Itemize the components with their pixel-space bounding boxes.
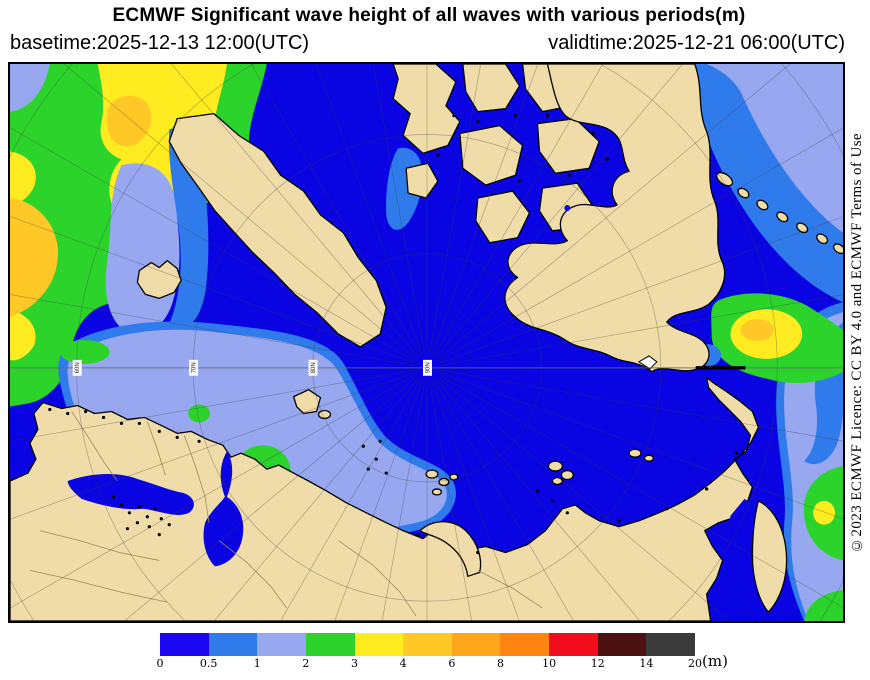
severnaya-zemlya <box>547 460 574 486</box>
legend-band-2-3 <box>305 633 355 656</box>
wave-spot-green-2 <box>188 404 211 423</box>
legend-band-0.5-1 <box>208 633 258 656</box>
legend-colorbar <box>160 633 696 656</box>
wave-region-orange-left <box>10 198 58 318</box>
legend-tick: 14 <box>639 657 654 670</box>
banks-island <box>475 190 531 244</box>
wave-region-okhotsk-green-2 <box>804 590 843 621</box>
novaya-zemlya <box>419 521 482 577</box>
legend-tick: 1 <box>253 657 261 670</box>
wrangel-island <box>638 355 658 370</box>
wave-region-yellow-left-band <box>10 151 36 204</box>
legend-band-1-2 <box>257 633 306 656</box>
wave-region-orange-top <box>106 95 152 147</box>
landmasses <box>10 64 843 621</box>
kamchatka-peninsula <box>751 500 788 613</box>
lake-2 <box>595 197 603 205</box>
legend-tick: 12 <box>590 657 605 670</box>
svg-text:70N: 70N <box>192 362 198 373</box>
basetime-label: basetime:2025-12-13 12:00(UTC) <box>10 32 310 54</box>
new-siberian-islands <box>628 448 655 462</box>
page-title: ECMWF Significant wave height of all wav… <box>112 5 746 26</box>
wave-spot-green-1 <box>59 340 110 364</box>
iceland-landmass <box>136 259 182 299</box>
legend-tick: 3 <box>351 657 359 670</box>
wave-height-legend: 0 0.5 1 2 3 4 6 8 10 12 14 20 (m) <box>0 630 870 675</box>
north-america-landmass <box>504 64 726 373</box>
copyright-text: ©2023 ECMWF Licence: CC BY 4.0 and ECMWF… <box>849 132 865 553</box>
legend-band-3-4 <box>354 633 404 656</box>
eurasia-landmass <box>10 377 760 621</box>
aleutian-islands <box>716 171 843 255</box>
latitude-label-box: 70N <box>189 359 199 376</box>
franz-josef-land <box>425 469 459 496</box>
time-row: basetime:2025-12-13 12:00(UTC) validtime… <box>0 32 870 58</box>
baltic-sea <box>67 473 194 515</box>
svg-text:80N: 80N <box>311 362 317 373</box>
svalbard <box>292 389 322 415</box>
svg-text:60N: 60N <box>75 362 81 373</box>
legend-band-0-0.5 <box>160 633 209 656</box>
arctic-wave-map: 60N 70N 80N 90N <box>8 62 845 623</box>
latitude-label-box: 80N <box>308 359 318 376</box>
arctic-island-9 <box>405 162 439 199</box>
latitude-label-box: 90N <box>423 359 432 376</box>
wave-region-yellow-below-orange <box>10 310 36 361</box>
ellesmere-island <box>392 64 461 155</box>
legend-band-14-20 <box>646 633 696 656</box>
lake-1 <box>578 177 587 186</box>
legend-band-10-12 <box>549 633 598 656</box>
coastal-speckles <box>48 114 739 555</box>
legend-tick-labels: 0 0.5 1 2 3 4 6 8 10 12 14 20 <box>156 657 703 671</box>
wave-region-okhotsk-yellow <box>813 500 836 525</box>
legend-band-8-10 <box>500 633 550 656</box>
country-borders <box>29 411 543 617</box>
wave-region-corner-lightblue <box>10 64 50 112</box>
legend-tick: 4 <box>399 657 407 670</box>
legend-tick: 10 <box>542 657 557 670</box>
svg-text:90N: 90N <box>425 362 431 373</box>
legend-tick: 8 <box>496 657 504 670</box>
map-canvas: 60N 70N 80N 90N <box>10 64 843 621</box>
white-sea <box>203 451 244 567</box>
arctic-island-5 <box>536 117 600 174</box>
wave-region-gulf-lightblue <box>706 64 843 233</box>
legend-tick: 2 <box>302 657 310 670</box>
legend-tick: 0.5 <box>199 657 218 670</box>
legend-band-12-14 <box>597 633 647 656</box>
latitude-labels: 60N 70N 80N 90N <box>72 359 432 376</box>
lake-3 <box>564 204 571 211</box>
svalbard-east <box>317 409 332 420</box>
legend-tick: 0 <box>156 657 164 670</box>
wave-region-bering-orange <box>740 319 775 342</box>
arctic-island-4 <box>459 124 524 186</box>
legend-band-4-6 <box>403 633 452 656</box>
latitude-label-box: 60N <box>72 359 82 376</box>
greenland-landmass <box>168 112 387 348</box>
legend-unit: (m) <box>702 652 728 670</box>
legend-tick: 6 <box>448 657 456 670</box>
copyright-strip: ©2023 ECMWF Licence: CC BY 4.0 and ECMWF… <box>845 62 870 623</box>
legend-tick: 20 <box>688 657 702 670</box>
arctic-island-2 <box>462 64 521 113</box>
validtime-label: validtime:2025-12-21 06:00(UTC) <box>548 32 845 54</box>
legend-band-6-8 <box>451 633 501 656</box>
